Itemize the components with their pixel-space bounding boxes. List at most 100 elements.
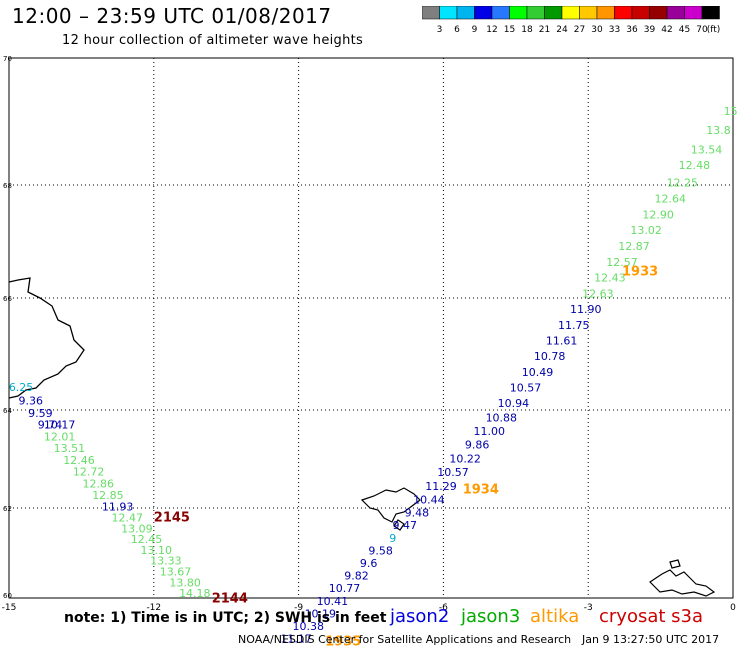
wave-height-label: 10.49	[522, 366, 554, 379]
wave-height-label: 12.72	[73, 466, 105, 479]
wave-height-label: 12.57	[606, 256, 638, 269]
wave-height-label: 12.48	[679, 159, 711, 172]
pass-time-label: 1935	[325, 634, 361, 649]
wave-height-label: 11.00	[474, 425, 506, 438]
lon-tick-label: -15	[2, 603, 17, 613]
wave-height-label: 12.45	[131, 533, 163, 546]
legend-jason2: jason2	[390, 606, 450, 627]
lon-tick-label: -6	[439, 603, 448, 613]
colorbar-label: 9	[472, 25, 478, 35]
lon-tick-label: 0	[730, 603, 736, 613]
wave-height-label: 9	[389, 532, 396, 545]
wave-height-label: 12.43	[594, 272, 626, 285]
wave-height-label: 12.64	[655, 193, 687, 206]
wave-height-label: 11.90	[570, 303, 602, 316]
pass-time-label: 1934	[463, 482, 499, 497]
lat-tick-label: 60	[3, 592, 12, 600]
wave-height-label: 9.47	[393, 519, 418, 532]
wave-height-label: 13.33	[150, 555, 182, 568]
wave-height-label: 9.59	[28, 407, 53, 420]
faroe-islands-coastline	[360, 487, 421, 531]
wave-height-label: 11.61	[546, 334, 578, 347]
wave-height-label: 12.47	[112, 512, 144, 525]
lat-tick-label: 66	[3, 295, 12, 303]
wave-height-label: 13.54	[691, 143, 723, 156]
lat-tick-label: 64	[3, 407, 12, 415]
shetland-coastline	[649, 559, 716, 597]
lat-tick-label: 70	[3, 55, 12, 63]
wave-height-label: 10.38	[293, 620, 325, 633]
lat-tick-label: 62	[3, 505, 12, 513]
colorbar-label: 24	[556, 25, 568, 35]
wave-height-label: 10.88	[486, 411, 518, 424]
colorbar-label: 18	[521, 25, 533, 35]
wave-height-label: 12.46	[63, 454, 95, 467]
wave-height-label: 9.6	[360, 557, 378, 570]
wave-height-label: 13.09	[121, 522, 153, 535]
colorbar-label: 42	[661, 25, 672, 35]
wave-height-label: 12.01	[44, 430, 76, 443]
colorbar-unit: (ft)	[707, 25, 721, 35]
pass-time-label: 2144	[212, 592, 248, 607]
colorbar-label: 36	[626, 25, 638, 35]
wave-height-label: 12.86	[83, 477, 115, 490]
colorbar-label: 70	[696, 25, 708, 35]
wave-height-label: 15	[724, 105, 738, 118]
wave-height-label: 12.87	[618, 240, 650, 253]
wave-height-label: 13.8	[706, 124, 731, 137]
wave-height-label: 13.67	[160, 566, 192, 579]
colorbar-label: 6	[454, 25, 460, 35]
wave-height-label: 12.90	[642, 208, 674, 221]
wave-height-label: 9.48	[405, 507, 430, 520]
wave-height-label: 13.02	[630, 224, 662, 237]
wave-height-label: 9.58	[368, 544, 393, 557]
map-title: 12:00 – 23:59 UTC 01/08/2017	[12, 4, 332, 28]
lon-tick-label: -3	[584, 603, 593, 613]
map-subtitle: 12 hour collection of altimeter wave hei…	[62, 33, 364, 48]
colorbar-label: 21	[539, 25, 550, 35]
map-frame	[8, 57, 734, 599]
generated-timestamp: Jan 9 13:27:50 UTC 2017	[582, 633, 720, 646]
wave-height-label: 11.93	[102, 501, 134, 514]
legend-cryosat: cryosat s3a	[599, 606, 704, 627]
wave-height-label: 14.18	[179, 587, 211, 600]
wave-height-label: 6.25	[9, 381, 34, 394]
wave-height-label: 11.75	[558, 319, 590, 332]
wave-height-label: 11.17	[280, 633, 312, 646]
wave-height-label: 10.57	[437, 466, 469, 479]
colorbar-label: 33	[609, 25, 620, 35]
wave-height-label: 9.36	[18, 394, 43, 407]
wave-height-label: 13.80	[169, 576, 201, 589]
colorbar-swatch	[701, 6, 720, 20]
wave-height-label: 10.17	[44, 419, 76, 432]
colorbar-label: 3	[437, 25, 443, 35]
wave-height-label: 12.63	[582, 287, 614, 300]
footnote: note: 1) Time is in UTC; 2) SWH is in fe…	[64, 610, 387, 626]
legend-jason3: jason3	[461, 606, 521, 627]
wave-height-colorbar: 3 6 9 12 15 18 21 24 27 30 33 36 39 42 45 70(ft)	[422, 6, 721, 35]
wave-height-label: 13.51	[54, 442, 86, 455]
lon-tick-label: -12	[146, 603, 161, 613]
colorbar-label: 12	[486, 25, 497, 35]
wave-height-label: 9.86	[465, 439, 490, 452]
pass-time-label: 1933	[622, 264, 658, 279]
wave-height-label: 10.44	[413, 494, 445, 507]
wave-height-label: 10.57	[510, 382, 542, 395]
wave-height-label: 12.25	[667, 177, 699, 190]
lon-tick-label: -9	[294, 603, 303, 613]
colorbar-label: 30	[591, 25, 603, 35]
credit-line: NOAA/NESDIS Center for Satellite Applica…	[238, 633, 572, 646]
pass-time-label: 2145	[154, 511, 190, 526]
colorbar-label: 27	[574, 25, 585, 35]
colorbar-label: 15	[504, 25, 515, 35]
wave-height-label: 10.78	[534, 350, 566, 363]
lat-tick-label: 68	[3, 182, 12, 190]
wave-height-label: 10.94	[498, 397, 530, 410]
wave-height-label: 10.41	[317, 595, 349, 608]
wave-height-label: 10.19	[305, 607, 337, 620]
wave-height-label: 9.74	[38, 419, 63, 432]
wave-height-label: 11.29	[425, 480, 457, 493]
colorbar-label: 39	[644, 25, 656, 35]
wave-height-label: 13.10	[140, 544, 172, 557]
